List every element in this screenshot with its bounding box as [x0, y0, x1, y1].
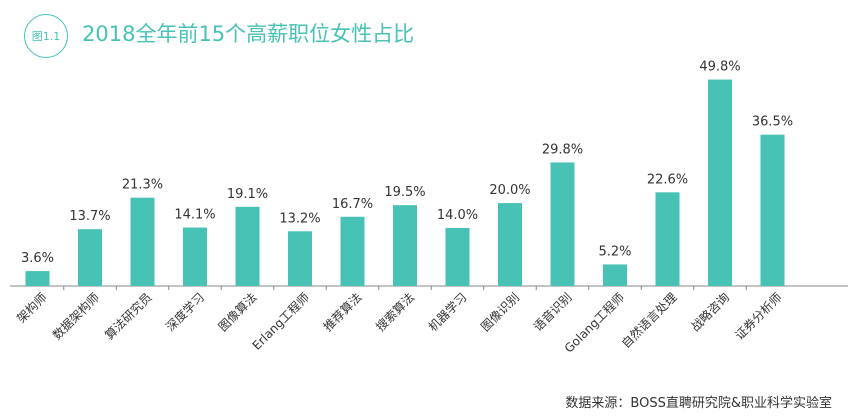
value-label-2: 21.3% [122, 178, 163, 193]
bar-14 [760, 134, 785, 286]
chart-title: 2018全年前15个高薪职位女性占比 [82, 22, 415, 46]
category-label-6: 推荐算法 [320, 290, 365, 335]
category-label-2: 算法研究员 [102, 290, 155, 343]
value-label-1: 13.7% [69, 209, 110, 224]
category-label-10: 语音识别 [530, 290, 575, 335]
bar-4 [235, 206, 260, 286]
category-label-9: 图像识别 [478, 290, 522, 334]
bar-8 [445, 227, 470, 286]
bar-12 [655, 192, 680, 286]
value-label-6: 16.7% [332, 197, 373, 212]
category-label-0: 架构师 [14, 290, 50, 326]
value-label-14: 36.5% [752, 115, 793, 130]
category-label-1: 数据架构师 [49, 290, 102, 343]
category-label-13: 战略咨询 [688, 290, 733, 335]
value-label-4: 19.1% [227, 187, 268, 202]
value-label-12: 22.6% [647, 172, 688, 187]
category-label-12: 自然语言处理 [618, 290, 680, 352]
category-label-14: 证券分析师 [732, 290, 785, 343]
category-label-3: 深度学习 [163, 290, 208, 335]
source-note: 数据来源：BOSS直聘研究院&职业科学实验室 [565, 396, 832, 411]
bar-10 [550, 162, 575, 286]
category-label-7: 搜索算法 [373, 290, 418, 335]
bar-5 [288, 231, 312, 286]
value-label-13: 49.8% [699, 60, 740, 75]
bar-6 [340, 216, 365, 286]
value-label-0: 3.6% [21, 251, 54, 266]
value-label-10: 29.8% [542, 142, 583, 157]
category-label-4: 图像算法 [215, 290, 260, 335]
figure-badge: 图1.1 [24, 14, 68, 58]
value-label-8: 14.0% [437, 208, 478, 223]
bar-13 [708, 79, 732, 286]
figure-label: 图1.1 [31, 30, 61, 43]
bar-1 [78, 229, 102, 286]
bar-11 [603, 264, 627, 286]
bar-0 [25, 271, 50, 286]
bar-2 [130, 197, 155, 286]
bar-9 [498, 203, 522, 286]
bar-3 [183, 227, 207, 286]
value-label-5: 13.2% [279, 211, 320, 226]
value-label-11: 5.2% [598, 244, 631, 259]
category-label-8: 机器学习 [425, 290, 470, 335]
value-label-9: 20.0% [489, 183, 530, 198]
value-label-3: 14.1% [174, 208, 215, 223]
bar-7 [393, 205, 417, 286]
value-label-7: 19.5% [384, 185, 425, 200]
